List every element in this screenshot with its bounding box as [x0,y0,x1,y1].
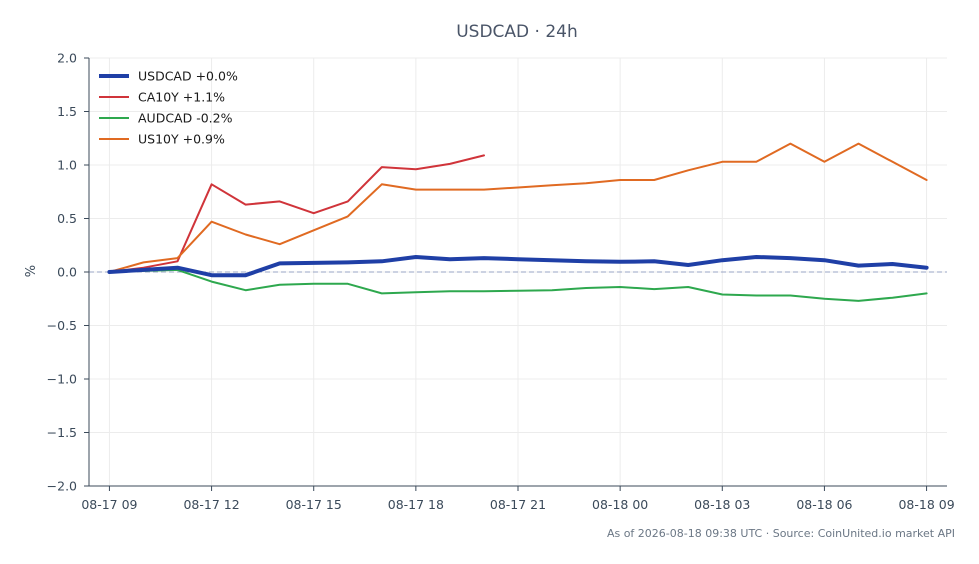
series-line-ca10y [108,154,485,273]
x-tick-label: 08-18 09 [898,497,954,512]
x-tick-label: 08-18 06 [796,497,852,512]
y-tick-label: −1.5 [47,425,77,440]
series-line-audcad [108,268,928,302]
y-axis-label: % [24,265,39,277]
series-line-usdcad [107,255,929,278]
chart-title: USDCAD · 24h [456,22,578,42]
x-tick-label: 08-17 21 [490,497,546,512]
y-tick-label: 0.0 [57,265,77,280]
legend-label-ca10y: CA10Y +1.1% [138,90,225,105]
x-tick-label: 08-17 09 [81,497,137,512]
x-tick-label: 08-18 03 [694,497,750,512]
y-tick-label: −1.0 [47,372,77,387]
y-tick-label: −2.0 [47,479,77,494]
axes: 2.0 1.5 1.0 0.5 0.0 −0.5 −1.0 −1.5 −2.0 08-17 09 0… [47,51,955,513]
y-tick-label: 2.0 [57,51,77,66]
y-tick-label: 0.5 [57,211,77,226]
x-tick-label: 08-17 18 [388,497,444,512]
y-tick-label: −0.5 [47,318,77,333]
legend: USDCAD +0.0% CA10Y +1.1% AUDCAD -0.2% US10Y… [99,69,238,147]
series-line-us10y [108,142,928,273]
source-footer: As of 2026-08-18 09:38 UTC · Source: Coi… [607,527,955,540]
x-tick-label: 08-18 00 [592,497,648,512]
x-tick-label: 08-17 12 [183,497,239,512]
x-tick-label: 08-17 15 [286,497,342,512]
legend-label-audcad: AUDCAD -0.2% [138,111,233,126]
legend-label-us10y: US10Y +0.9% [138,132,225,147]
grid [89,57,947,487]
y-tick-label: 1.0 [57,158,77,173]
y-tick-label: 1.5 [57,104,77,119]
series-layer [107,142,929,302]
legend-label-usdcad: USDCAD +0.0% [138,69,238,84]
